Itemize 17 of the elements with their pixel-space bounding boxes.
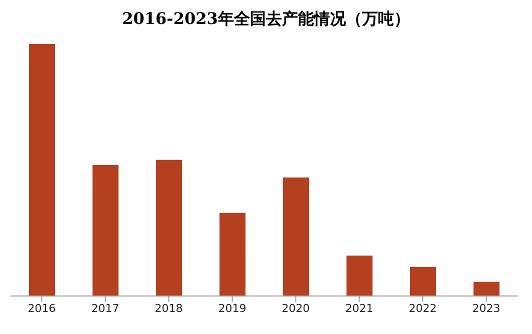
x-tick-label: 2017: [91, 302, 120, 315]
bar: [346, 256, 372, 296]
bar: [92, 164, 118, 296]
bar: [474, 282, 500, 296]
x-tick-label: 2020: [282, 302, 310, 315]
x-tick-label: 2019: [218, 302, 246, 315]
chart-title: 2016-2023年全国去产能情况（万吨）: [121, 8, 411, 30]
bar: [410, 267, 436, 296]
x-tick-label: 2016: [28, 302, 56, 315]
x-tick-label: 2023: [472, 302, 500, 315]
bar: [156, 160, 182, 296]
bar: [29, 44, 55, 296]
x-tick-label: 2022: [408, 302, 437, 315]
bar: [220, 212, 246, 296]
x-tick-label: 2018: [154, 302, 183, 315]
bar: [283, 178, 309, 296]
x-tick-label: 2021: [345, 302, 374, 315]
